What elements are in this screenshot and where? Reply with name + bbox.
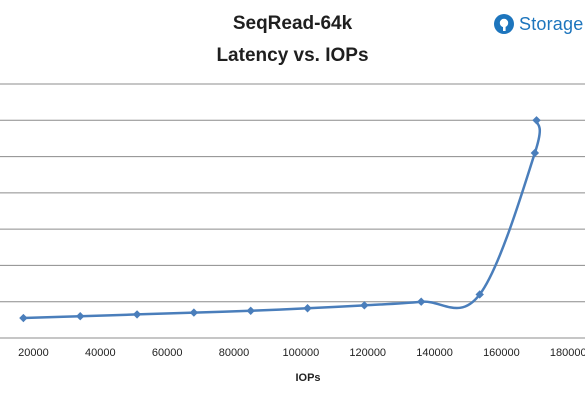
x-tick-label: 160000 xyxy=(483,347,520,359)
data-point-marker xyxy=(417,297,426,306)
data-point-marker xyxy=(246,306,255,315)
x-tick-labels: 20000 40000 60000 80000 100000 120000 140000 16… xyxy=(18,347,585,359)
x-tick-label: 120000 xyxy=(349,347,386,359)
x-tick-label: 40000 xyxy=(85,347,116,359)
x-tick-label: 20000 xyxy=(18,347,49,359)
series-markers xyxy=(19,116,541,323)
gridlines xyxy=(0,83,585,303)
x-tick-label: 80000 xyxy=(219,347,250,359)
x-tick-label: 60000 xyxy=(152,347,183,359)
series-line xyxy=(22,119,542,320)
data-point-marker xyxy=(19,313,28,323)
data-point-marker xyxy=(532,116,541,125)
storage-logo-icon xyxy=(494,14,514,34)
storage-review-logo: Storage xyxy=(493,13,583,35)
x-tick-label: 140000 xyxy=(416,347,453,359)
x-tick-label: 180000 xyxy=(550,347,585,359)
data-point-marker xyxy=(360,301,369,310)
data-point-marker xyxy=(76,312,85,321)
data-point-marker xyxy=(132,310,142,319)
chart-title: SeqRead-64k xyxy=(232,13,353,34)
data-point-marker xyxy=(475,290,484,299)
data-point-marker xyxy=(303,304,312,313)
logo-text: Storage xyxy=(519,13,584,34)
x-axis-label: IOPs xyxy=(295,372,320,384)
data-point-marker xyxy=(530,148,540,158)
data-point-marker xyxy=(189,308,199,317)
x-tick-label: 100000 xyxy=(282,347,319,359)
chart-subtitle: Latency vs. IOPs xyxy=(216,45,369,66)
